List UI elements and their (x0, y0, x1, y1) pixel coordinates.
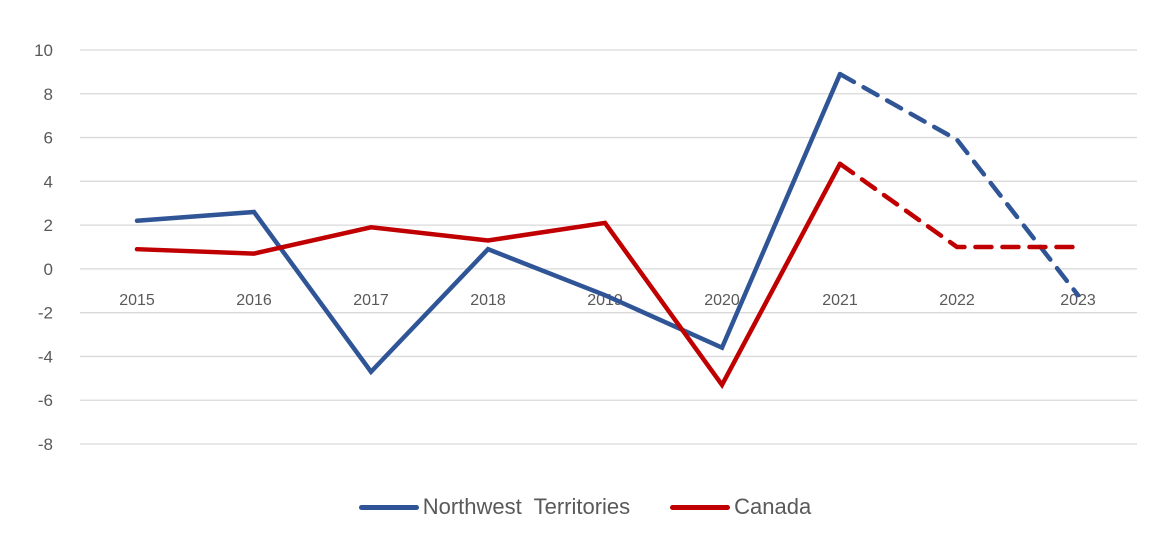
x-tick-label: 2016 (236, 292, 272, 309)
y-tick-label: 6 (44, 129, 53, 148)
y-tick-label: 0 (44, 260, 53, 279)
y-tick-label: 10 (34, 41, 53, 60)
legend-item-northwest-territories: Northwest Territories (358, 494, 631, 520)
y-tick-label: -6 (38, 391, 53, 410)
series-line-canada-projected (837, 161, 1081, 250)
y-axis-tick-labels: 10 8 6 4 2 0 -2 -4 -6 -8 (34, 41, 53, 454)
y-tick-label: 8 (44, 85, 53, 104)
y-tick-label: 2 (44, 216, 53, 235)
y-tick-label: -4 (38, 347, 53, 366)
series-lines (134, 71, 1081, 390)
x-tick-label: 2020 (704, 292, 740, 309)
legend-label-canada: Canada (734, 494, 812, 519)
y-tick-label: -8 (38, 435, 53, 454)
x-tick-label: 2022 (939, 292, 975, 309)
x-tick-label: 2023 (1060, 292, 1096, 309)
x-tick-label: 2017 (353, 292, 389, 309)
x-tick-label: 2015 (119, 292, 155, 309)
legend-label-northwest-territories: Northwest Territories (422, 494, 631, 519)
x-tick-label: 2018 (470, 292, 506, 309)
x-tick-label: 2021 (822, 292, 858, 309)
series-line-canada (134, 161, 843, 390)
legend: Northwest Territories Canada (0, 494, 1170, 520)
y-tick-label: -2 (38, 304, 53, 323)
legend-item-canada: Canada (670, 494, 811, 520)
series-line-northwest-territories (134, 71, 843, 376)
series-line-northwest-territories-projected (837, 71, 1081, 298)
x-axis-tick-labels: 2015 2016 2017 2018 2019 2020 2021 2022 2023 (119, 292, 1096, 309)
legend-swatch-canada (670, 504, 731, 510)
legend-swatch-northwest-territories (358, 504, 419, 510)
x-tick-label: 2019 (587, 292, 623, 309)
y-tick-label: 4 (44, 172, 53, 191)
